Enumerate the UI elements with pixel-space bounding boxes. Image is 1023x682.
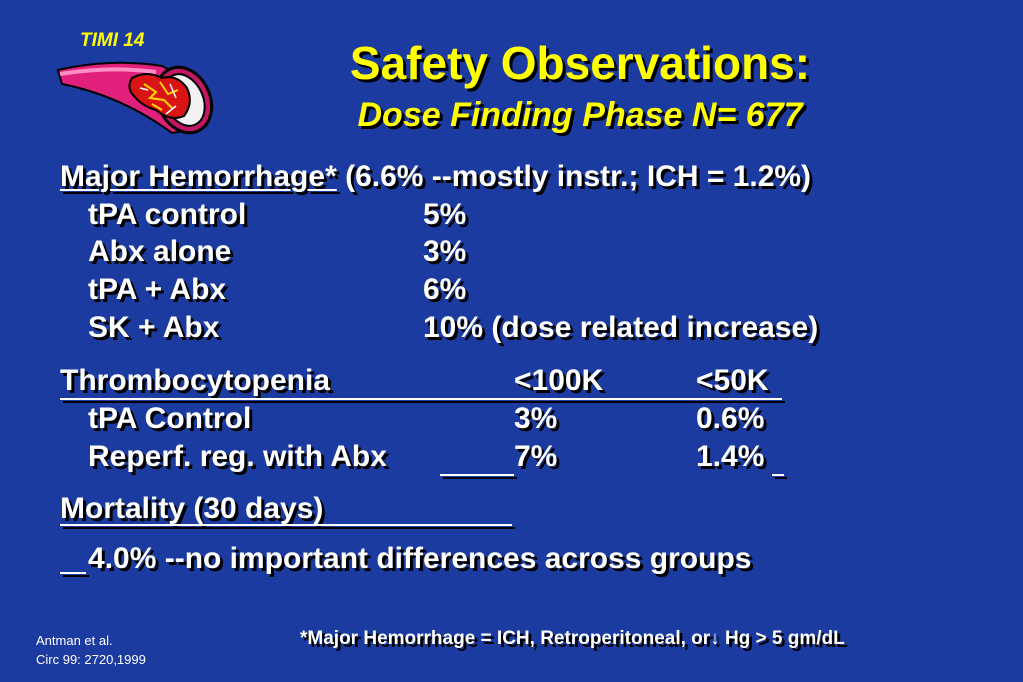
hemorrhage-row-value: 6% [423,273,467,306]
thrombo-row-tail [772,474,784,476]
hemorrhage-row-value: 3% [423,235,467,268]
thrombo-col1-header: <100K [514,364,604,397]
artery-clot-icon [56,61,214,135]
footnote-text: Hg > 5 gm/dL [719,628,845,649]
hemorrhage-line: Major Hemorrhage* (6.6% --mostly instr.;… [60,158,811,196]
thrombo-row-label: tPA Control [88,402,252,435]
thrombo-row-value: 3% [514,402,558,435]
logo-label: TIMI 14 [80,30,145,51]
thrombo-col2-header: <50K [696,364,769,397]
slide-title: Safety Observations: [349,37,811,89]
hemorrhage-note: (6.6% --mostly instr.; ICH = 1.2%) [336,160,812,193]
thrombo-row-value: 7% [514,440,558,473]
hemorrhage-row-label: tPA control [88,198,247,231]
footnote-text: *Major Hemorrhage = ICH, Retroperitoneal… [300,628,711,649]
mortality-underline [60,524,512,526]
thrombo-row-label: Reperf. reg. with Abx [88,440,387,473]
mortality-heading: Mortality (30 days) [60,492,324,525]
reference-line: Antman et al. [36,633,113,648]
hemorrhage-row-value: 10% (dose related increase) [423,311,819,344]
thrombo-row-leader [440,474,514,476]
thrombo-header-underline [60,398,782,400]
mortality-lead-line [60,572,86,574]
down-arrow-icon: ↓ [710,628,720,649]
thrombo-row-value: 0.6% [696,402,765,435]
reference-line: Circ 99: 2720,1999 [36,652,146,667]
thrombo-row-value: 1.4% [696,440,765,473]
hemorrhage-row-label: SK + Abx [88,311,220,344]
hemorrhage-heading: Major Hemorrhage* [60,160,337,193]
hemorrhage-row-label: tPA + Abx [88,273,227,306]
hemorrhage-row-label: Abx alone [88,235,232,268]
thrombo-heading: Thrombocytopenia [60,364,331,397]
footnote: *Major Hemorrhage = ICH, Retroperitoneal… [300,628,845,650]
mortality-text: 4.0% --no important differences across g… [88,542,752,575]
hemorrhage-row-value: 5% [423,198,467,231]
slide-subtitle: Dose Finding Phase N= 677 [357,96,803,134]
